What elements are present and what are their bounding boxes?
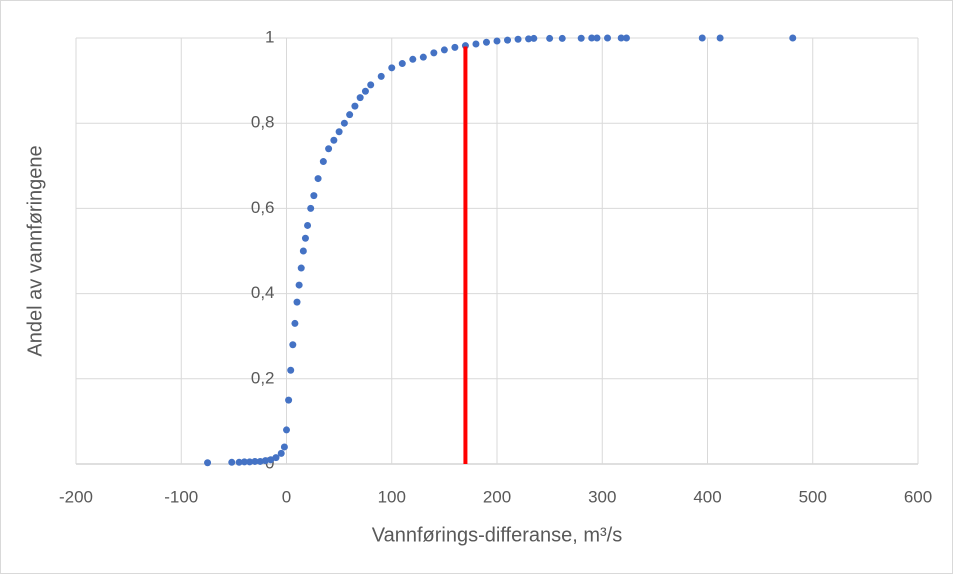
- data-point: [398, 60, 406, 68]
- data-point: [299, 247, 307, 255]
- data-point: [482, 38, 490, 46]
- data-point: [361, 87, 369, 95]
- x-tick-label: -100: [164, 487, 198, 506]
- data-point: [698, 34, 706, 42]
- data-point: [256, 457, 264, 465]
- data-point: [289, 341, 297, 349]
- data-point: [325, 145, 333, 153]
- y-tick-label: 0,8: [251, 113, 275, 132]
- data-point: [604, 34, 612, 42]
- data-point: [314, 175, 322, 183]
- data-point: [267, 456, 275, 464]
- data-point: [246, 458, 254, 466]
- data-point: [622, 34, 630, 42]
- data-point: [588, 34, 596, 42]
- data-point: [293, 298, 301, 306]
- data-point: [204, 459, 212, 467]
- y-tick-label: 0,2: [251, 368, 275, 387]
- data-point: [251, 457, 259, 465]
- data-point: [388, 64, 396, 72]
- data-point: [340, 119, 348, 127]
- data-point: [716, 34, 724, 42]
- data-point: [440, 46, 448, 54]
- data-point: [280, 443, 288, 451]
- x-axis-label: Vannførings-differanse, m³/s: [372, 524, 622, 546]
- data-point: [351, 102, 359, 110]
- data-point: [530, 34, 538, 42]
- data-point: [430, 49, 438, 57]
- data-point: [272, 454, 280, 462]
- data-point: [593, 34, 601, 42]
- x-tick-label: 500: [799, 487, 827, 506]
- data-point: [577, 34, 585, 42]
- y-axis-label: Andel av vannføringene: [24, 145, 46, 356]
- data-point: [240, 458, 248, 466]
- data-point: [367, 81, 375, 89]
- x-tick-label: 300: [588, 487, 616, 506]
- x-tick-label: 400: [693, 487, 721, 506]
- y-tick-label: 1: [265, 27, 274, 46]
- data-point: [504, 36, 512, 44]
- data-point: [546, 34, 554, 42]
- data-point: [295, 281, 303, 289]
- data-point: [419, 53, 427, 61]
- data-point: [346, 111, 354, 119]
- data-point: [277, 449, 285, 457]
- data-point: [789, 34, 797, 42]
- data-point: [319, 158, 327, 166]
- y-tick-label: 0,4: [251, 283, 275, 302]
- x-tick-label: 600: [904, 487, 932, 506]
- y-tick-label: 0,6: [251, 198, 275, 217]
- data-point: [558, 34, 566, 42]
- data-point: [409, 55, 417, 63]
- data-point: [228, 458, 236, 466]
- data-point: [310, 192, 318, 200]
- data-point: [235, 458, 243, 466]
- data-point: [287, 366, 295, 374]
- data-point: [301, 234, 309, 242]
- data-point: [285, 396, 293, 404]
- data-point: [297, 264, 305, 272]
- x-tick-label: 100: [378, 487, 406, 506]
- data-point: [377, 72, 385, 80]
- data-point: [525, 35, 533, 43]
- data-point: [291, 319, 299, 327]
- data-point: [493, 37, 501, 45]
- data-point: [514, 35, 522, 43]
- data-point: [335, 128, 343, 136]
- data-point: [261, 457, 269, 465]
- data-point: [283, 426, 290, 434]
- data-point: [617, 34, 625, 42]
- data-point: [472, 40, 480, 48]
- x-tick-label: -200: [59, 487, 93, 506]
- x-tick-label: 0: [282, 487, 291, 506]
- data-point: [330, 136, 338, 144]
- data-point: [304, 221, 312, 229]
- x-tick-label: 200: [483, 487, 511, 506]
- data-point: [451, 43, 459, 51]
- data-point: [307, 204, 315, 212]
- data-point: [356, 94, 364, 102]
